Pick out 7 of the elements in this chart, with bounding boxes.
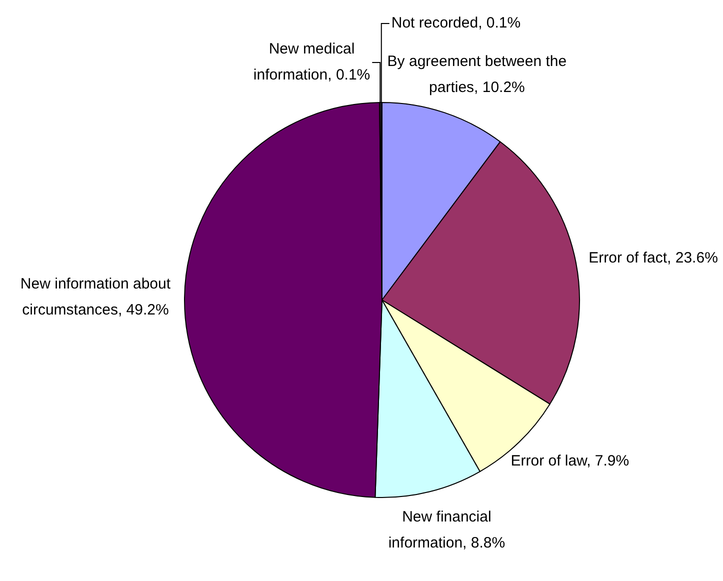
slice-label: Error of law, 7.9%: [510, 452, 630, 470]
slice-label: New information about circumstances, 49.2%: [20, 276, 172, 319]
slice-label: By agreement between the parties, 10.2%: [387, 52, 567, 96]
slice-label: Error of fact, 23.6%: [588, 249, 718, 266]
slice-label: New medical information, 0.1%: [253, 40, 370, 84]
slice-label: New financial information, 8.8%: [388, 508, 506, 552]
slice-label: Not recorded, 0.1%: [391, 14, 521, 32]
